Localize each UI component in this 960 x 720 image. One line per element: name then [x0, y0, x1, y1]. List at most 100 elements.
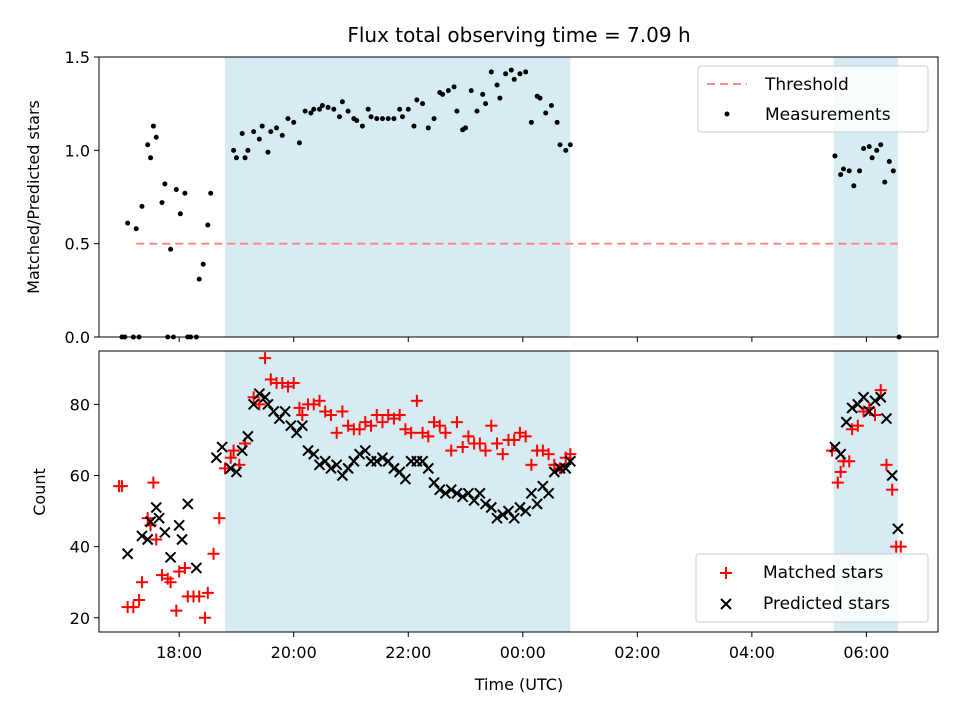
count-plot-frame: [98, 350, 939, 633]
legend-predicted-swatch: [720, 598, 732, 610]
y-tick-label: 80: [70, 395, 90, 414]
predicted-star-marker: [434, 484, 446, 496]
measurement-point: [440, 91, 446, 97]
measurement-point: [259, 123, 265, 129]
measurement-point: [133, 226, 139, 232]
predicted-star-marker: [564, 455, 577, 467]
predicted-star-marker: [514, 501, 526, 514]
matched-star-marker: [834, 465, 847, 478]
measurement-point: [851, 183, 857, 189]
measurement-point: [454, 108, 460, 114]
predicted-star-marker: [485, 501, 498, 514]
measurement-point: [368, 114, 374, 120]
predicted-star-marker: [422, 462, 435, 475]
y-tick-label: 20: [70, 609, 90, 628]
ratio-y-ticks: 0.0 0.5 1.0 1.5: [65, 48, 99, 347]
predicted-star-marker: [491, 512, 503, 524]
measurement-point: [838, 172, 844, 178]
predicted-star-marker: [279, 405, 291, 418]
matched-star-marker: [336, 405, 349, 418]
matched-star-marker: [330, 426, 343, 439]
measurement-point: [554, 119, 560, 125]
predicted-star-marker: [863, 405, 875, 418]
predicted-star-marker: [371, 455, 383, 467]
measurement-point: [200, 261, 206, 267]
measurement-point: [256, 136, 262, 142]
measurement-point: [316, 106, 322, 112]
matched-star-marker: [293, 401, 306, 414]
measurement-point: [411, 123, 417, 129]
predicted-star-marker: [548, 466, 561, 478]
legend-predicted-label: Predicted stars: [763, 594, 890, 614]
predicted-star-marker: [892, 523, 904, 535]
measurement-point: [245, 147, 251, 153]
measurement-points: [119, 67, 902, 340]
predicted-star-marker: [141, 533, 154, 546]
measurement-point: [148, 155, 154, 161]
matched-star-marker: [164, 576, 177, 589]
matched-star-marker: [178, 561, 191, 574]
matched-star-marker: [851, 419, 864, 432]
measurement-point: [265, 149, 271, 155]
matched-star-marker: [462, 430, 475, 443]
matched-star-marker: [450, 416, 463, 429]
observing-window-span: [224, 57, 571, 337]
y-tick-label: 1.5: [65, 48, 90, 67]
predicted-star-marker: [330, 459, 343, 471]
matched-star-marker: [259, 352, 272, 365]
legend-threshold-label: Threshold: [764, 75, 849, 95]
measurement-point: [567, 142, 573, 148]
matched-star-marker: [147, 476, 160, 489]
matched-star-marker: [198, 611, 211, 624]
matched-star-marker: [405, 426, 418, 439]
measurement-point: [857, 168, 863, 174]
measurement-point: [841, 166, 847, 172]
measurement-point: [866, 144, 872, 150]
predicted-star-marker: [242, 430, 254, 443]
predicted-star-marker: [886, 469, 898, 482]
predicted-star-marker: [308, 448, 320, 460]
measurement-point: [145, 142, 151, 148]
predicted-star-marker: [247, 398, 260, 411]
measurement-point: [523, 69, 529, 75]
chart-title: Flux total observing time = 7.09 h: [347, 23, 690, 47]
measurement-point: [162, 181, 168, 187]
matched-star-marker: [433, 419, 446, 432]
matched-star-marker: [170, 604, 183, 617]
predicted-star-marker: [136, 530, 148, 542]
measurement-point: [508, 67, 514, 73]
measurement-point: [139, 203, 145, 209]
predicted-star-marker: [399, 473, 412, 485]
measurement-point: [359, 123, 365, 129]
y-tick-label: 0.5: [65, 235, 90, 254]
x-tick-label: 06:00: [843, 643, 889, 662]
matched-star-marker: [370, 409, 383, 422]
measurement-point: [414, 97, 420, 103]
measurement-point: [302, 108, 308, 114]
measurement-point: [337, 114, 343, 120]
predicted-star-marker: [834, 448, 847, 460]
predicted-star-marker: [236, 444, 248, 457]
matched-star-marker: [133, 593, 146, 606]
predicted-star-marker: [210, 452, 223, 464]
matched-star-marker: [525, 458, 538, 471]
predicted-star-marker: [880, 412, 893, 425]
predicted-star-marker: [176, 533, 188, 546]
measurement-point: [242, 155, 248, 161]
measurement-point: [168, 246, 174, 252]
matched-star-marker: [894, 540, 907, 553]
x-tick-label: 20:00: [271, 643, 317, 662]
matched-star-marker: [456, 441, 469, 454]
measurement-point: [391, 116, 397, 122]
measurement-point: [405, 106, 411, 112]
measurement-point: [296, 140, 302, 146]
predicted-star-marker: [474, 487, 486, 499]
ratio-y-axis-label: Matched/Predicted stars: [24, 100, 43, 294]
matched-star-marker: [201, 586, 214, 599]
matched-star-marker: [485, 419, 498, 432]
x-tick-label: 00:00: [500, 643, 546, 662]
predicted-star-marker: [376, 452, 389, 464]
predicted-star-marker: [190, 562, 203, 574]
legend-measurement-swatch: [724, 111, 730, 117]
ratio-panel: 0.0 0.5 1.0 1.5 Matched/Predicted stars Thr…: [24, 48, 939, 347]
